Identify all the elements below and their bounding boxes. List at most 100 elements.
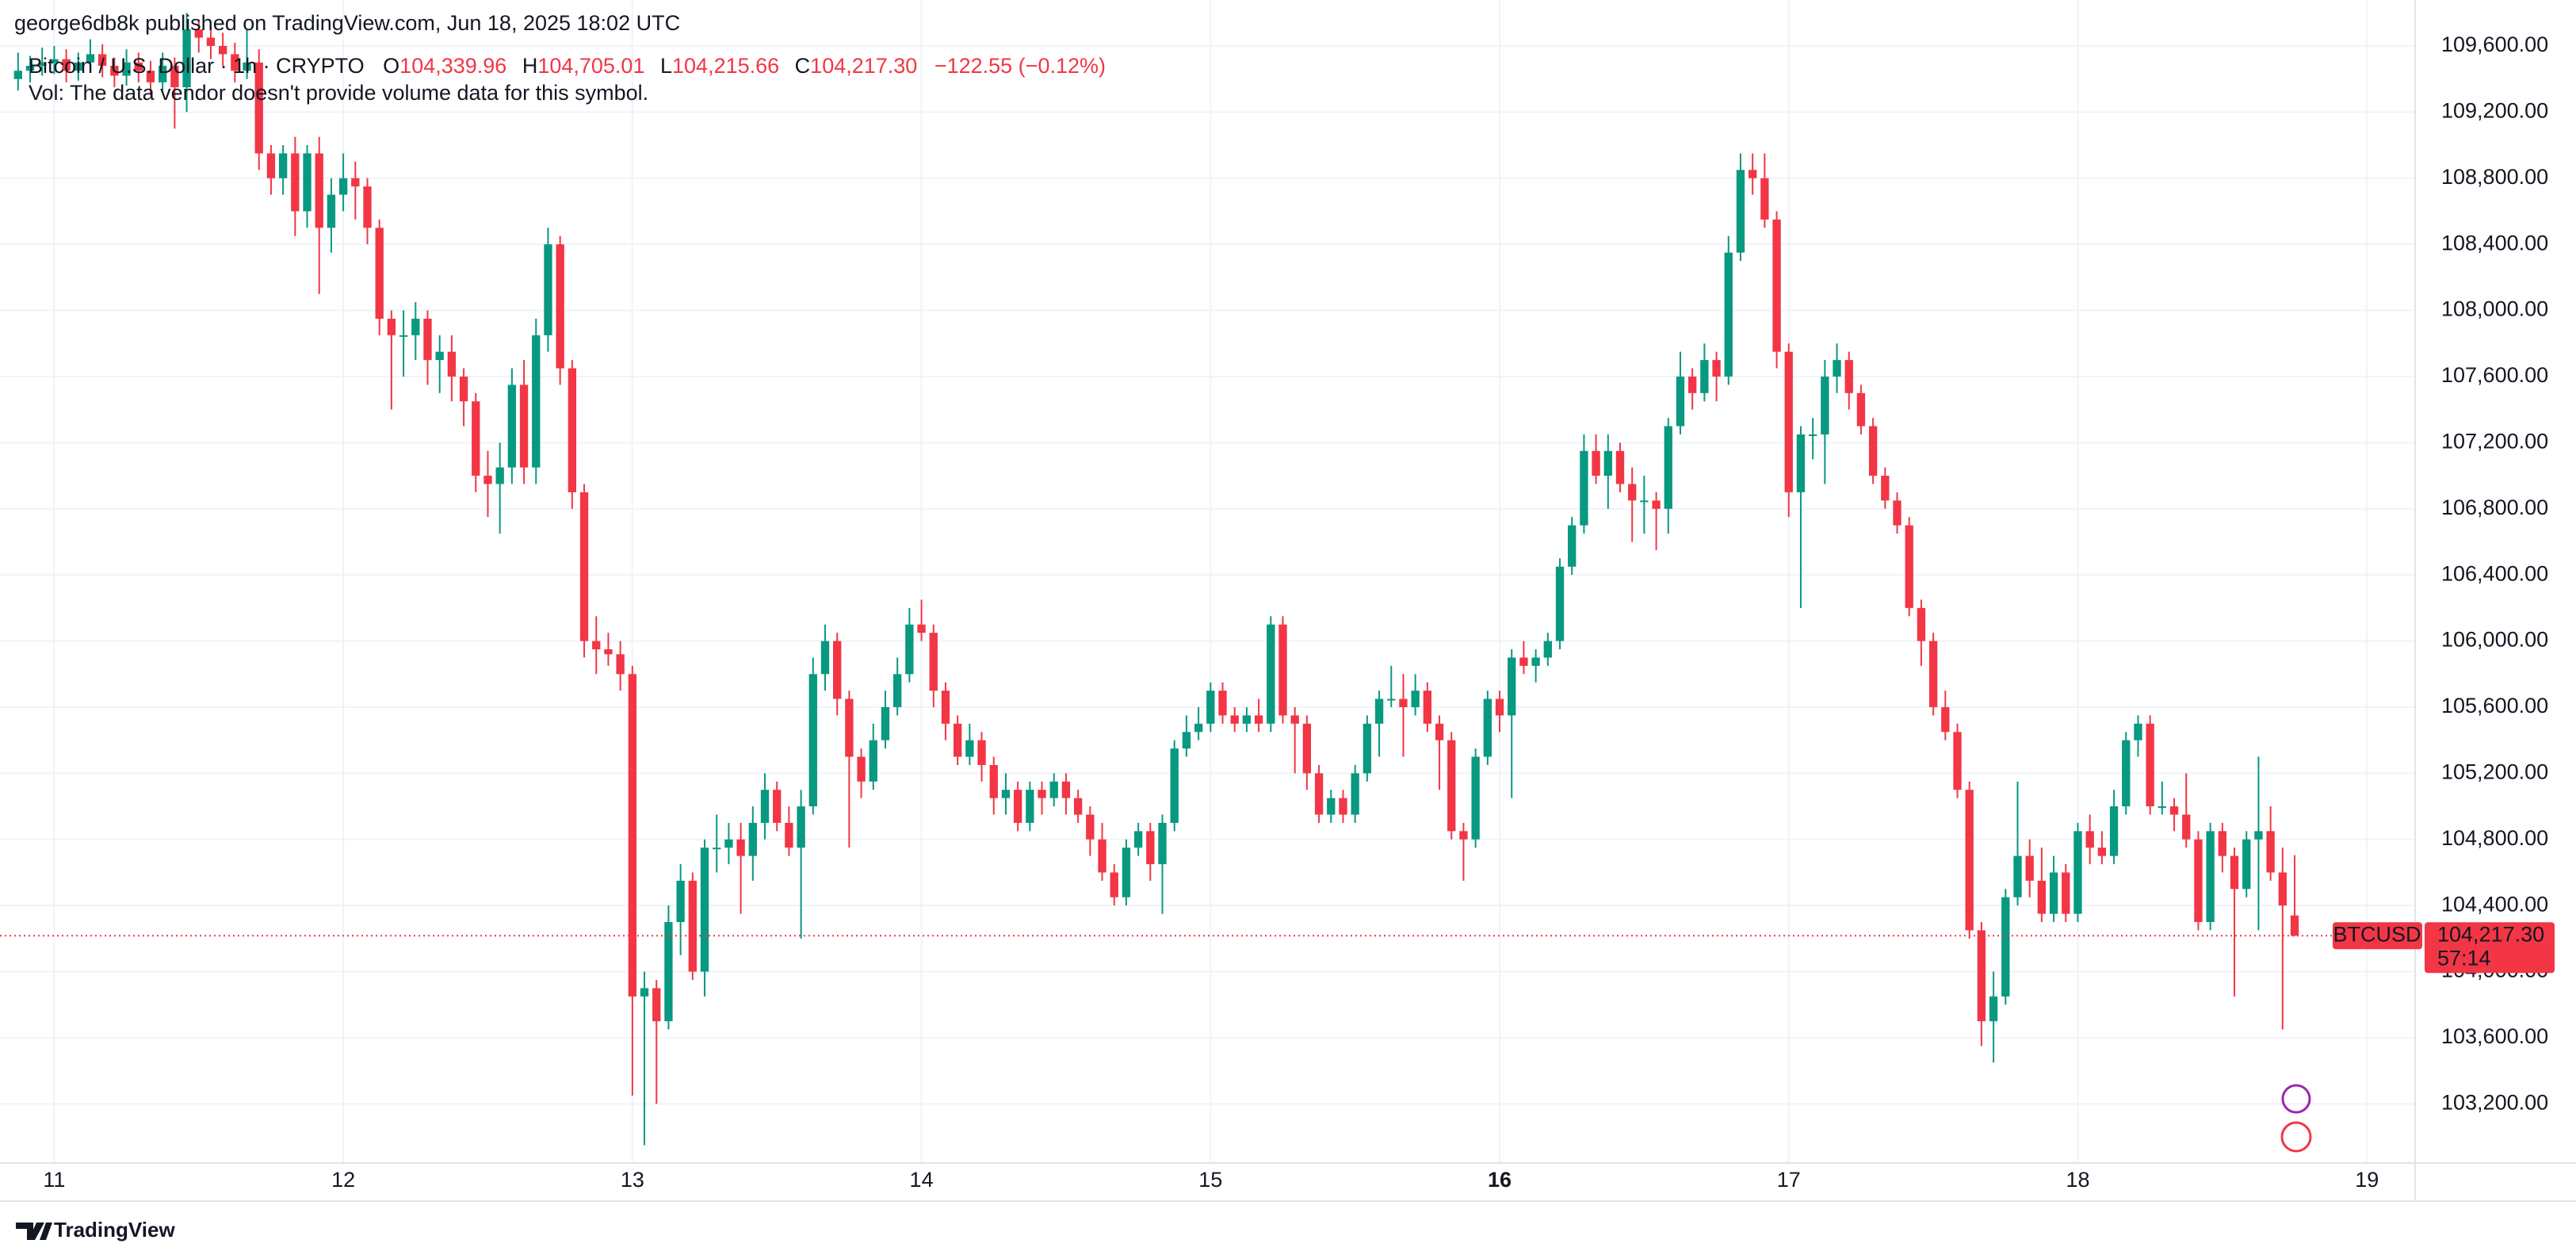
candle-body [1772, 219, 1781, 352]
y-tick-label: 107,200.00 [2441, 429, 2548, 453]
candle-body [1568, 525, 1577, 567]
candle-body [278, 153, 288, 178]
candle-body [2049, 872, 2058, 914]
candle-body [1483, 698, 1492, 757]
candle-body [1290, 715, 1299, 724]
candle-body [2182, 814, 2191, 840]
candle-body [1592, 450, 1600, 476]
attribution: george6db8k published on TradingView.com… [14, 11, 680, 35]
candle-body [989, 764, 998, 798]
candle-body [1447, 740, 1456, 832]
candle-body [616, 654, 625, 675]
candle-body [1411, 691, 1420, 707]
candle-body [2242, 839, 2251, 890]
x-tick-label: 14 [910, 1168, 934, 1192]
candle-body [74, 62, 82, 71]
candle-body [1784, 351, 1793, 492]
candle-body [1158, 822, 1167, 865]
candle-body [1712, 360, 1721, 377]
x-tick-label: 13 [621, 1168, 644, 1192]
candle-body [1881, 476, 1890, 501]
candle-body [50, 59, 59, 63]
candle-body [2097, 848, 2107, 856]
price-tag-value: 104,217.30 [2437, 922, 2544, 946]
candle-body [1302, 723, 1312, 774]
price-tag [2425, 922, 2555, 974]
candle-body [1905, 525, 1913, 608]
y-tick-label: 109,200.00 [2441, 98, 2548, 122]
candle-body [375, 228, 384, 319]
candle-body [556, 244, 564, 369]
brand: TradingView [54, 1218, 175, 1242]
y-tick-label: 104,400.00 [2441, 892, 2548, 916]
candle-body [820, 641, 830, 675]
candle-body [1953, 732, 1962, 790]
candle-body [1001, 790, 1011, 798]
x-tick-label: 18 [2066, 1168, 2089, 1192]
candle-body [1700, 360, 1709, 393]
candle-body [1110, 872, 1118, 897]
candle-body [640, 988, 649, 997]
candle-body [1218, 691, 1227, 716]
candle-body [2085, 831, 2094, 848]
candle-body [1941, 706, 1950, 733]
candle-body [1086, 814, 1095, 840]
candle-body [38, 62, 47, 66]
candle-body [579, 492, 589, 641]
candle-body [1170, 748, 1179, 823]
candle-body [2169, 806, 2179, 815]
event-icon [2281, 1084, 2311, 1114]
candle-body [1856, 392, 1866, 427]
candle-body [519, 385, 529, 468]
candle-body [652, 988, 661, 1022]
candle-body [483, 476, 492, 484]
candle-body [1977, 930, 1986, 1022]
candle-body [1267, 624, 1275, 724]
candle-body [1808, 434, 1817, 436]
candle-body [327, 194, 336, 228]
candle-body [1038, 790, 1046, 798]
candle-body [592, 641, 601, 649]
candle-body [2062, 872, 2070, 914]
candle-body [845, 698, 854, 757]
candle-body [2146, 723, 2154, 807]
candle-body [676, 880, 685, 923]
countdown: 57:14 [2437, 946, 2491, 970]
candle-body [736, 839, 745, 856]
candle-body [1374, 698, 1384, 724]
candle-body [1327, 798, 1336, 815]
candle-body [1917, 607, 1926, 641]
candle-body [700, 848, 709, 972]
candle-body [447, 351, 457, 377]
candle-body [1821, 376, 1829, 434]
y-tick-label: 104,800.00 [2441, 826, 2548, 850]
y-tick-label: 107,600.00 [2441, 363, 2548, 387]
candle-body [2073, 831, 2082, 914]
candle-body [833, 641, 842, 699]
candle-body [1495, 698, 1504, 716]
candle-body [917, 624, 926, 633]
candle-body [1833, 360, 1841, 377]
candle-body [110, 65, 119, 76]
candle-body [869, 740, 877, 782]
candle-body [1013, 790, 1022, 823]
candle-body [2025, 855, 2034, 881]
x-tick-label: 15 [1198, 1168, 1222, 1192]
candle-body [303, 153, 311, 212]
candle-body [254, 62, 263, 154]
candle-body [472, 401, 480, 476]
candle-body [1580, 450, 1588, 526]
candle-body [713, 848, 721, 850]
candle-body [1387, 698, 1396, 701]
candle-body [1206, 691, 1215, 724]
x-tick-label: 12 [331, 1168, 355, 1192]
candle-body [13, 71, 22, 79]
candle-body [1423, 691, 1432, 724]
candle-body [1459, 831, 1468, 840]
y-tick-label: 106,400.00 [2441, 561, 2548, 585]
candle-body [1194, 723, 1203, 733]
low-value: 104,215.66 [672, 54, 779, 78]
